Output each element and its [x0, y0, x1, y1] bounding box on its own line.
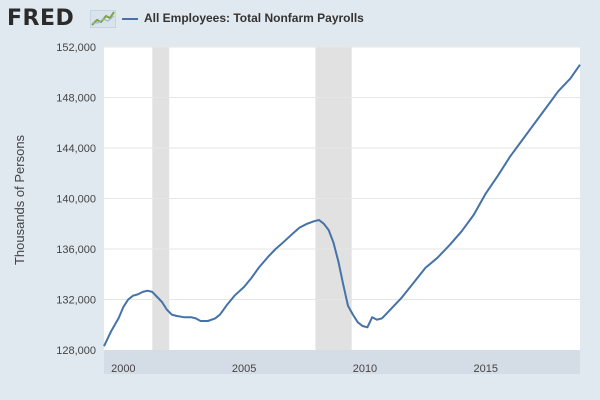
x-tick-label: 2010: [353, 363, 377, 375]
x-tick-label: 2015: [474, 363, 498, 375]
y-tick-label: 136,000: [56, 244, 96, 256]
series-line: [103, 64, 581, 347]
legend-series-title: All Employees: Total Nonfarm Payrolls: [144, 11, 364, 25]
line-chart-icon: [90, 10, 116, 28]
y-tick-label: 152,000: [56, 42, 96, 54]
y-tick-label: 132,000: [56, 295, 96, 307]
y-tick-label: 128,000: [56, 345, 96, 357]
fred-logo: FRED: [7, 6, 75, 31]
x-tick-label: 2005: [232, 363, 256, 375]
x-axis-band: [104, 350, 580, 374]
y-tick-label: 148,000: [56, 93, 96, 105]
legend-line-swatch: [122, 18, 138, 20]
y-tick-label: 140,000: [56, 194, 96, 206]
chart-header: FRED All Employees: Total Nonfarm Payrol…: [0, 0, 600, 40]
y-axis-label: Thousands of Persons: [12, 134, 27, 265]
x-tick-label: 2000: [111, 363, 135, 375]
y-tick-label: 144,000: [56, 143, 96, 155]
